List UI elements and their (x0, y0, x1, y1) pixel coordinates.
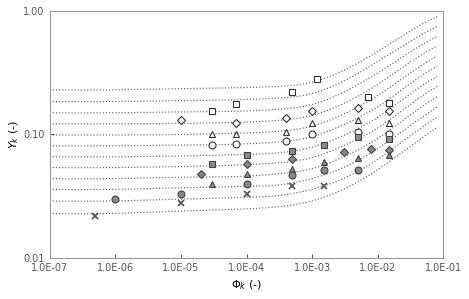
Y-axis label: $Y_k$ (-): $Y_k$ (-) (7, 120, 21, 149)
X-axis label: $\Phi_k$ (-): $\Phi_k$ (-) (231, 278, 262, 292)
